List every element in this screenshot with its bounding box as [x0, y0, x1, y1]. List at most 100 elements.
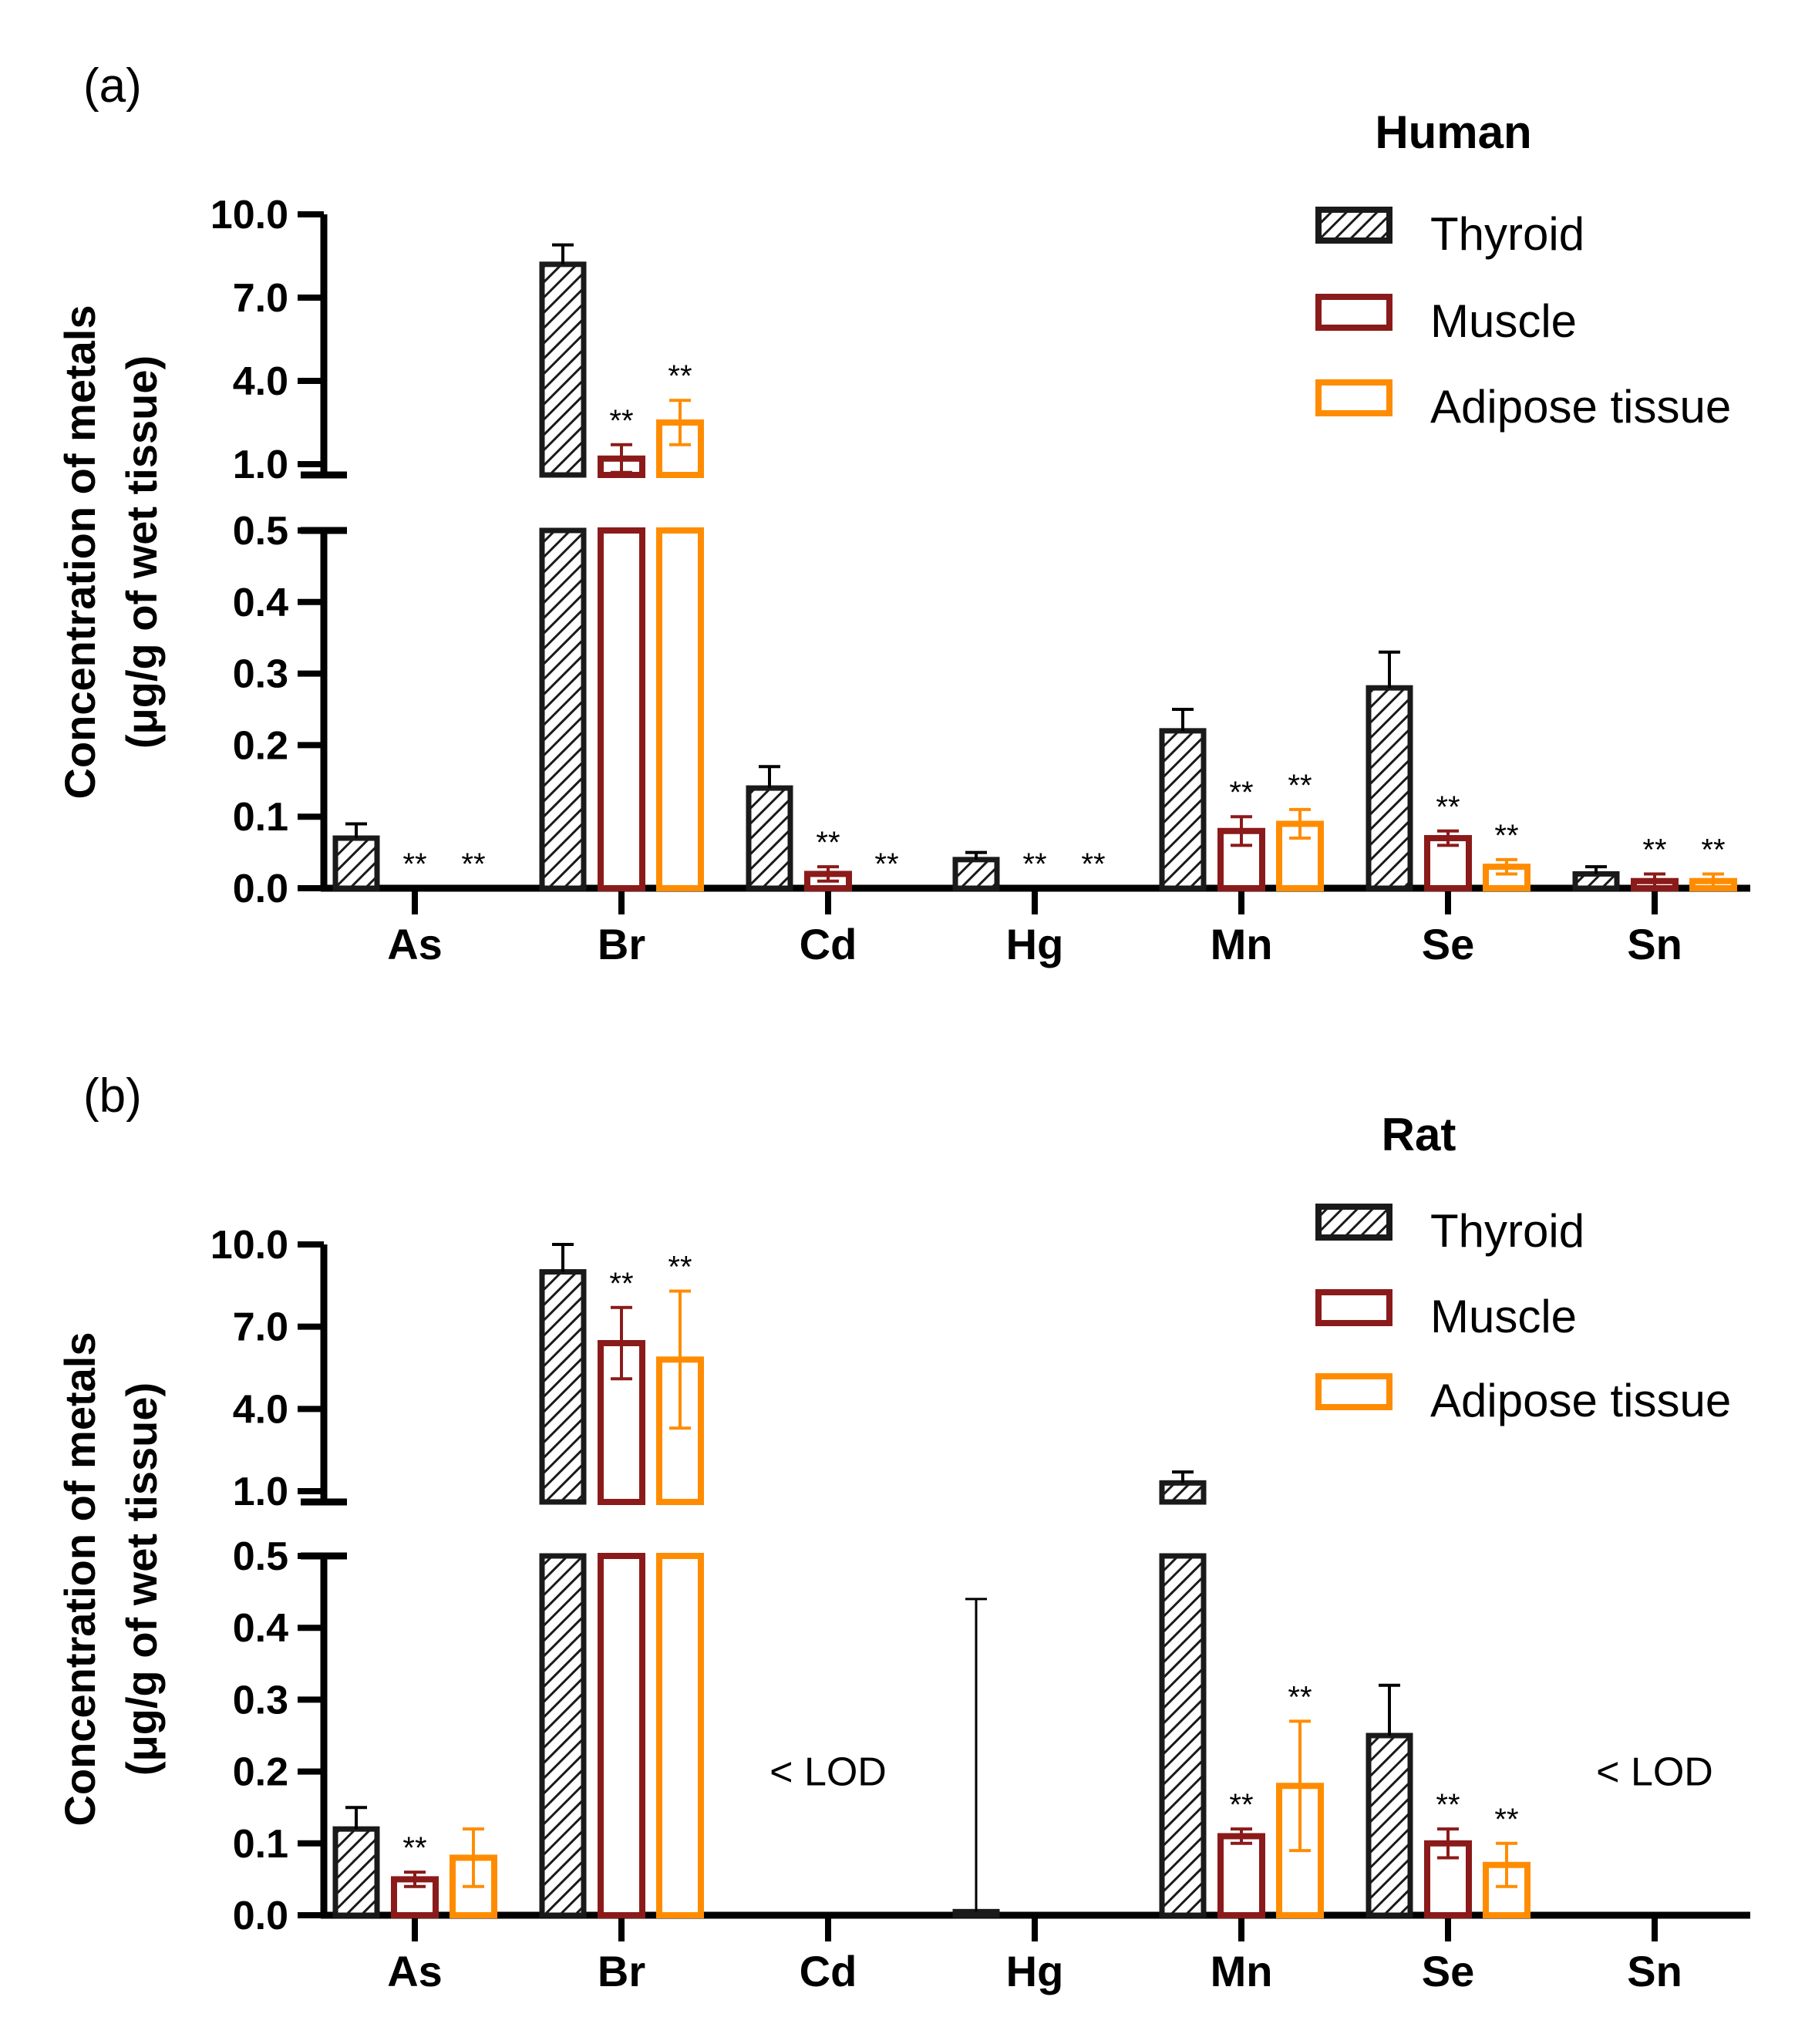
panel-label: (b) — [83, 1069, 142, 1123]
bar-mn-thyroid — [1159, 728, 1207, 891]
x-tick-label-sn: Sn — [1627, 920, 1682, 968]
significance-marker: ** — [1436, 1788, 1460, 1822]
lod-annotation: < LOD — [769, 1750, 887, 1795]
legend-label-adipose: Adipose tissue — [1430, 1375, 1731, 1426]
significance-marker: ** — [1081, 847, 1105, 881]
significance-marker: ** — [609, 1267, 633, 1301]
y-axis-label-units: (μg/g of wet tissue) — [117, 355, 166, 749]
legend-label-muscle: Muscle — [1430, 1291, 1577, 1342]
significance-marker: ** — [816, 826, 840, 860]
panel-b-rat: (b) Rat Concentration of metals (μg/g of we… — [56, 1069, 1750, 1995]
y-tick-label: 0.2 — [233, 723, 288, 768]
y-tick-label: 4.0 — [233, 1387, 288, 1432]
x-tick-label-se: Se — [1422, 1947, 1475, 1995]
significance-marker: ** — [1288, 769, 1312, 803]
y-tick-label: 0.3 — [233, 1678, 288, 1722]
legend-label-adipose: Adipose tissue — [1430, 381, 1731, 433]
significance-marker: ** — [1642, 833, 1666, 867]
legend-label-muscle: Muscle — [1430, 295, 1577, 347]
legend-label-thyroid: Thyroid — [1430, 1205, 1584, 1257]
bar-mn-thyroid — [1159, 1553, 1207, 1918]
y-tick-label: 0.2 — [233, 1750, 288, 1795]
bar-cd-thyroid — [746, 785, 793, 891]
bar-sn-thyroid — [1572, 870, 1620, 891]
x-tick-label-cd: Cd — [800, 920, 857, 968]
x-tick-label-cd: Cd — [800, 1947, 857, 1995]
significance-marker: ** — [609, 404, 633, 438]
legend-swatch-muscle — [1315, 294, 1392, 331]
significance-marker: ** — [668, 1250, 692, 1284]
significance-marker: ** — [1288, 1680, 1312, 1714]
bar-br-thyroid — [539, 261, 587, 478]
significance-marker: ** — [1229, 1788, 1253, 1822]
y-tick-label: 7.0 — [233, 1305, 288, 1350]
y-tick-label: 0.4 — [233, 1606, 288, 1651]
significance-marker: ** — [461, 847, 485, 881]
bar-br-thyroid — [539, 527, 587, 891]
y-tick-label: 1.0 — [233, 443, 288, 487]
significance-marker: ** — [402, 847, 426, 881]
y-axis-label: Concentration of metals — [56, 1332, 104, 1827]
bar-se-thyroid — [1366, 685, 1413, 891]
significance-marker: ** — [1701, 833, 1725, 867]
x-tick-label-as: As — [387, 1947, 443, 1995]
y-tick-label: 10.0 — [210, 1223, 288, 1268]
chart-title: Rat — [1382, 1109, 1456, 1160]
bar-hg-thyroid — [952, 1908, 1000, 1918]
y-tick-label: 0.0 — [233, 1894, 288, 1938]
y-tick-label: 0.4 — [233, 581, 288, 625]
bar-hg-thyroid — [952, 857, 1000, 891]
bar-br-muscle — [598, 527, 645, 891]
y-tick-label: 7.0 — [233, 276, 288, 321]
x-tick-label-hg: Hg — [1006, 920, 1064, 968]
bar-as-thyroid — [332, 835, 380, 891]
legend-swatch-thyroid — [1315, 1204, 1392, 1241]
significance-marker: ** — [1494, 1803, 1518, 1837]
bar-mn-thyroid — [1159, 1480, 1207, 1505]
bar-br-thyroid — [539, 1269, 587, 1505]
y-tick-label: 1.0 — [233, 1470, 288, 1514]
y-tick-label: 0.5 — [233, 1534, 288, 1579]
x-tick-label-as: As — [387, 920, 443, 968]
y-axis-label-units: (μg/g of wet tissue) — [117, 1382, 166, 1776]
y-tick-label: 0.5 — [233, 509, 288, 554]
significance-marker: ** — [1229, 776, 1253, 810]
lod-annotation: < LOD — [1596, 1750, 1713, 1795]
x-tick-label-sn: Sn — [1627, 1947, 1682, 1995]
legend-swatch-adipose — [1315, 1373, 1392, 1410]
x-tick-label-mn: Mn — [1211, 920, 1273, 968]
bar-se-thyroid — [1366, 1733, 1413, 1918]
y-tick-label: 0.3 — [233, 652, 288, 697]
y-tick-label: 10.0 — [210, 193, 288, 237]
y-tick-label: 4.0 — [233, 359, 288, 404]
significance-marker: ** — [874, 847, 898, 881]
bar-br-muscle — [598, 1553, 645, 1918]
significance-marker: ** — [402, 1831, 426, 1865]
y-tick-label: 0.1 — [233, 1822, 288, 1867]
legend-label-thyroid: Thyroid — [1430, 208, 1584, 260]
x-tick-label-br: Br — [598, 920, 645, 968]
significance-marker: ** — [1436, 790, 1460, 824]
x-tick-label-mn: Mn — [1211, 1947, 1273, 1995]
x-tick-label-hg: Hg — [1006, 1947, 1064, 1995]
bar-br-thyroid — [539, 1553, 587, 1918]
legend-swatch-adipose — [1315, 379, 1392, 416]
bar-br-adipose — [656, 1553, 704, 1918]
bar-as-thyroid — [332, 1826, 380, 1918]
y-axis-label: Concentration of metals — [56, 305, 104, 800]
y-tick-label: 0.1 — [233, 795, 288, 840]
x-tick-label-br: Br — [598, 1947, 645, 1995]
y-tick-label: 0.0 — [233, 867, 288, 911]
chart-title: Human — [1375, 106, 1531, 158]
panel-a-human: (a) Human Concentration of metals (μg/g of … — [56, 59, 1750, 968]
significance-marker: ** — [1022, 847, 1046, 881]
x-tick-label-se: Se — [1422, 920, 1475, 968]
panel-label: (a) — [83, 59, 142, 113]
legend-swatch-thyroid — [1315, 207, 1392, 244]
bar-mn-muscle — [1217, 1833, 1265, 1918]
significance-marker: ** — [668, 359, 692, 393]
bar-br-adipose — [656, 527, 704, 891]
significance-marker: ** — [1494, 819, 1518, 853]
legend-swatch-muscle — [1315, 1289, 1392, 1326]
